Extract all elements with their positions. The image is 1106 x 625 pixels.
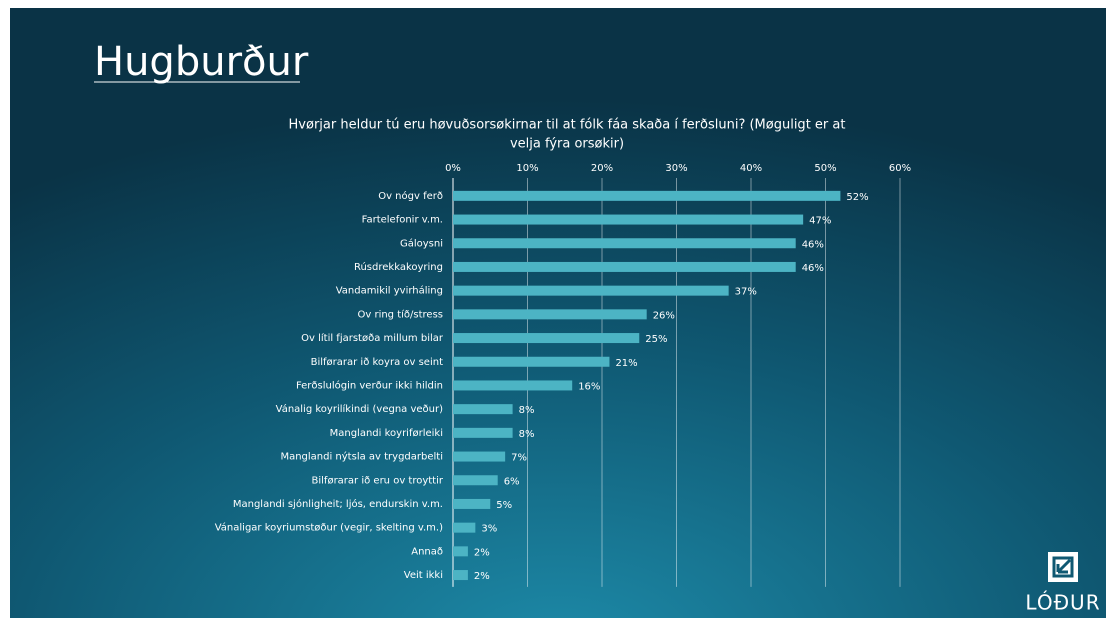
x-tick-label: 20% — [591, 163, 613, 174]
y-tick-label: Bilførarar ið eru ov troyttir — [312, 475, 444, 486]
data-label: 46% — [802, 239, 824, 250]
y-tick-label: Bilførarar ið koyra ov seint — [311, 357, 443, 368]
bar — [453, 498, 491, 509]
x-tick-label: 30% — [665, 163, 687, 174]
data-label: 2% — [474, 547, 490, 558]
bar — [453, 522, 476, 533]
data-label: 25% — [645, 334, 667, 345]
data-label: 16% — [578, 381, 600, 392]
y-tick-label: Ferðslulógin verður ikki hildin — [296, 379, 443, 391]
data-label: 37% — [735, 287, 757, 298]
y-tick-label: Ov ring tíð/stress — [357, 308, 443, 320]
logo-mark — [1052, 556, 1074, 578]
bar — [453, 404, 513, 415]
bar — [453, 285, 729, 296]
data-label: 5% — [496, 500, 512, 511]
data-label: 26% — [653, 310, 675, 321]
data-label: 46% — [802, 263, 824, 274]
y-tick-label: Fartelefonir v.m. — [362, 215, 443, 226]
x-tick-label: 60% — [889, 163, 911, 174]
y-tick-label: Ov lítil fjarstøða millum bilar — [301, 332, 444, 344]
y-tick-label: Vánaligar koyriumstøður (vegir, skelting… — [215, 522, 443, 534]
y-tick-label: Vandamikil yvirháling — [336, 285, 443, 297]
bar — [453, 475, 498, 486]
x-tick-label: 10% — [516, 163, 538, 174]
bar — [453, 190, 841, 201]
y-tick-label: Annað — [411, 546, 443, 557]
y-tick-label: Gáloysni — [400, 237, 443, 249]
y-tick-label: Manglandi sjónligheit; ljós, endurskin v… — [233, 498, 443, 510]
x-tick-label: 50% — [814, 163, 836, 174]
logo-text: LÓÐUR — [1025, 591, 1100, 615]
bar — [453, 546, 468, 557]
data-label: 47% — [809, 216, 831, 227]
data-label: 7% — [511, 453, 527, 464]
bar — [453, 214, 804, 225]
bar — [453, 261, 796, 272]
data-label: 2% — [474, 571, 490, 582]
y-tick-label: Ov nógv ferð — [378, 190, 443, 202]
y-tick-label: Vánalig koyrilíkindi (vegna veður) — [276, 403, 443, 415]
bar — [453, 333, 640, 344]
y-tick-label: Rúsdrekkakoyring — [354, 261, 443, 273]
data-label: 52% — [846, 192, 868, 203]
bar — [453, 356, 610, 367]
bar — [453, 570, 468, 581]
data-label: 8% — [519, 405, 535, 416]
bar — [453, 451, 506, 462]
x-tick-label: 0% — [445, 163, 461, 174]
y-tick-label: Manglandi koyriførleiki — [330, 428, 443, 439]
slide-title: Hugburður — [94, 39, 309, 85]
bar — [453, 309, 647, 320]
x-tick-label: 40% — [740, 163, 762, 174]
data-label: 8% — [519, 429, 535, 440]
y-tick-label: Veit ikki — [404, 570, 443, 581]
bar — [453, 380, 573, 391]
bar — [453, 238, 796, 249]
chart-title: Hvørjar heldur tú eru høvuðsorsøkirnar t… — [289, 118, 846, 133]
data-label: 3% — [481, 524, 497, 535]
data-label: 6% — [504, 476, 520, 487]
y-tick-label: Manglandi nýtsla av trygdarbelti — [280, 451, 443, 463]
chart-title: velja fýra orsøkir) — [510, 137, 624, 152]
data-label: 21% — [615, 358, 637, 369]
bar — [453, 427, 513, 438]
